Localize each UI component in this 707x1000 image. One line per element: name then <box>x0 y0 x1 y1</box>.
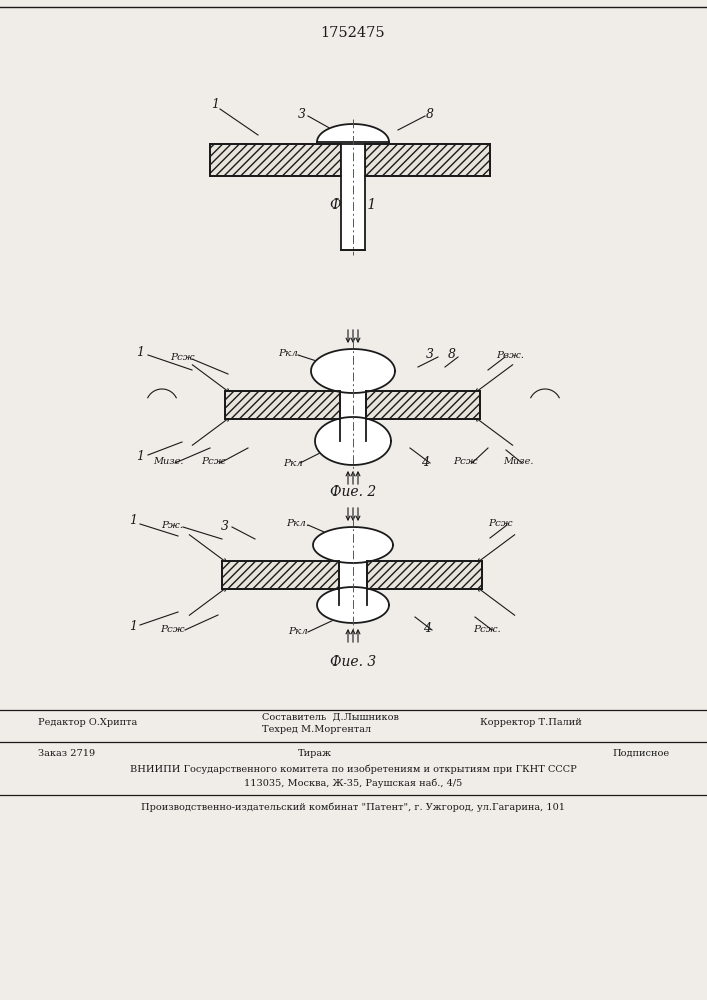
Text: 1752475: 1752475 <box>321 26 385 40</box>
Text: 1: 1 <box>129 620 137 634</box>
Polygon shape <box>313 527 393 563</box>
Text: Рсж.: Рсж. <box>473 624 501 634</box>
Text: Составитель  Д.Лышников
Техред М.Моргентал: Составитель Д.Лышников Техред М.Моргента… <box>262 713 399 734</box>
Text: Редактор О.Хрипта: Редактор О.Хрипта <box>38 718 137 727</box>
Text: 1: 1 <box>211 99 219 111</box>
Text: 8: 8 <box>448 349 456 361</box>
Text: 3: 3 <box>221 520 229 532</box>
Text: 3: 3 <box>298 107 306 120</box>
Bar <box>341 144 365 250</box>
Bar <box>222 561 339 589</box>
Text: Заказ 2719: Заказ 2719 <box>38 749 95 758</box>
Text: 1: 1 <box>136 346 144 359</box>
Bar <box>339 545 367 605</box>
Text: Тираж: Тираж <box>298 749 332 758</box>
Bar <box>367 561 482 589</box>
Bar <box>365 144 490 176</box>
Text: 4: 4 <box>423 622 431 636</box>
Text: Ркл.: Ркл. <box>279 349 302 358</box>
Text: 113035, Москва, Ж-35, Раушская наб., 4/5: 113035, Москва, Ж-35, Раушская наб., 4/5 <box>244 778 462 788</box>
Text: 4: 4 <box>421 456 429 470</box>
Text: 3: 3 <box>426 349 434 361</box>
Text: Фие. 3: Фие. 3 <box>330 655 376 669</box>
Polygon shape <box>317 587 389 623</box>
Polygon shape <box>311 349 395 393</box>
Text: ВНИИПИ Государственного комитета по изобретениям и открытиям при ГКНТ СССР: ВНИИПИ Государственного комитета по изоб… <box>129 764 576 774</box>
Polygon shape <box>315 417 391 465</box>
Text: Фие. 1: Фие. 1 <box>330 198 376 212</box>
Text: Ркл.: Ркл. <box>286 518 310 528</box>
Text: Рсж: Рсж <box>488 518 513 528</box>
Text: Мизе.: Мизе. <box>153 456 183 466</box>
Text: Рж.: Рж. <box>161 522 183 530</box>
Text: 1: 1 <box>129 514 137 528</box>
Text: Рсж: Рсж <box>452 456 477 466</box>
Text: Рсж: Рсж <box>201 456 226 466</box>
Text: Фие. 2: Фие. 2 <box>330 485 376 499</box>
Text: Мизе.: Мизе. <box>503 456 533 466</box>
Bar <box>366 391 480 419</box>
Text: Ркл: Ркл <box>283 458 303 468</box>
Text: Рсж: Рсж <box>170 354 194 362</box>
Text: 8: 8 <box>426 107 434 120</box>
Text: Рсж: Рсж <box>160 626 185 635</box>
Text: Подписное: Подписное <box>613 749 670 758</box>
Text: Рвж.: Рвж. <box>496 351 524 360</box>
Polygon shape <box>317 124 389 142</box>
Bar <box>210 144 341 176</box>
Bar <box>225 391 340 419</box>
Bar <box>340 371 366 441</box>
Text: Корректор Т.Палий: Корректор Т.Палий <box>480 718 582 727</box>
Text: Ркл: Ркл <box>288 628 308 637</box>
Text: 1: 1 <box>136 450 144 464</box>
Text: Производственно-издательский комбинат "Патент", г. Ужгород, ул.Гагарина, 101: Производственно-издательский комбинат "П… <box>141 802 565 812</box>
